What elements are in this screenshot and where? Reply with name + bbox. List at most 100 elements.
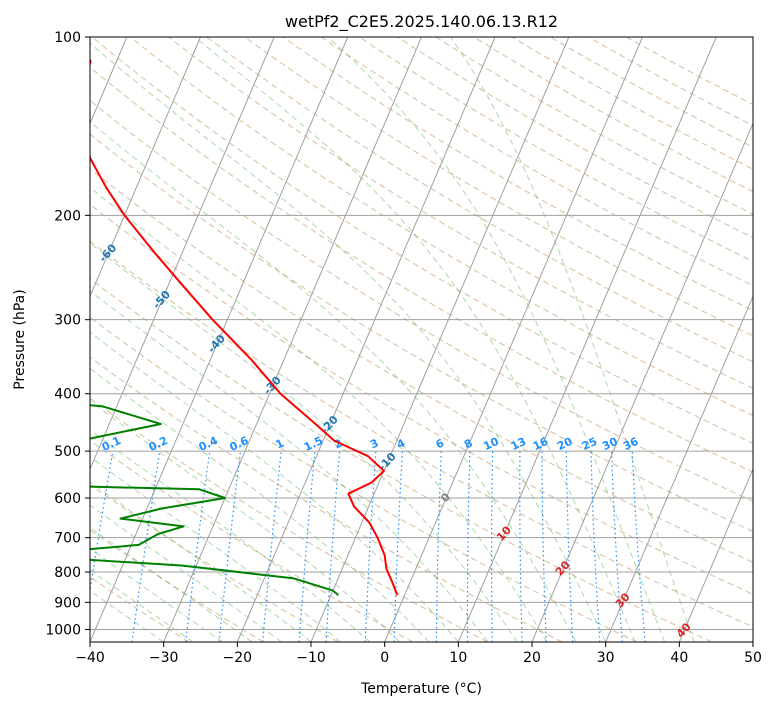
y-tick-label: 300	[54, 313, 81, 329]
dry-adiabat	[90, 576, 190, 642]
isotherm-gridline	[236, 37, 496, 642]
mixing-ratio-line	[631, 451, 646, 642]
mixing-ratio-line	[466, 451, 471, 642]
moist-adiabat	[90, 400, 400, 642]
moist-adiabat	[327, 37, 666, 642]
moist-adiabat	[90, 290, 489, 642]
moist-adiabat	[90, 42, 607, 642]
mixing-ratio-label: 4	[395, 436, 408, 451]
dry-adiabat	[90, 203, 753, 595]
y-tick-label: 600	[54, 491, 81, 507]
moist-adiabat	[90, 331, 459, 642]
isotherm-label: 0	[438, 490, 453, 505]
dry-adiabat	[90, 277, 712, 642]
dry-adiabat	[90, 66, 753, 473]
isotherm-gridline	[90, 37, 349, 642]
mixing-ratio-label: 13	[509, 435, 528, 453]
x-tick-label: 0	[380, 650, 389, 666]
dry-adiabat	[90, 133, 753, 533]
mixing-ratio-line	[490, 451, 494, 642]
moist-adiabat	[90, 526, 253, 642]
isotherm-gridline	[752, 640, 753, 642]
mixing-ratio-line	[298, 451, 316, 642]
isotherm-label: -40	[205, 332, 228, 356]
dewpoint-profile	[90, 404, 340, 596]
x-tick-label: −10	[296, 650, 326, 666]
dry-adiabat	[282, 37, 753, 312]
mixing-ratio-line	[590, 451, 601, 642]
y-tick-label: 400	[54, 387, 81, 403]
dry-adiabat	[91, 37, 753, 445]
moist-adiabat	[194, 37, 636, 642]
isotherm-label: 40	[674, 620, 694, 640]
mixing-ratio-label: 36	[621, 435, 641, 453]
isotherm-gridline	[457, 37, 717, 642]
y-tick-label: 1000	[45, 622, 81, 638]
isotherm-gridline	[90, 37, 275, 471]
isotherm-gridline	[678, 467, 753, 642]
x-tick-label: 50	[744, 650, 762, 666]
mixing-ratio-lines	[90, 450, 646, 642]
dry-adiabat	[130, 37, 753, 417]
x-tick-label: 40	[670, 650, 688, 666]
y-tick-label: 800	[54, 565, 81, 581]
y-tick-label: 200	[54, 208, 81, 224]
isotherm-gridline	[531, 122, 753, 642]
moist-adiabat	[90, 504, 282, 642]
x-tick-label: −30	[149, 650, 179, 666]
y-tick-label: 700	[54, 531, 81, 547]
x-axis: −40 −30 −20 −10 0 10 20 30 40 50	[75, 642, 762, 666]
isotherm-label: -20	[318, 413, 341, 437]
dry-adiabat	[244, 37, 753, 337]
dry-adiabat	[90, 483, 339, 642]
isotherm-gridline	[310, 37, 570, 642]
dry-adiabats	[90, 37, 753, 642]
mixing-ratio-label: 1	[273, 436, 285, 451]
y-axis: 100 200 300 400 500 600 700 800 900 1000	[45, 30, 90, 638]
mixing-ratio-line	[565, 451, 574, 642]
temperature-profile	[90, 57, 399, 596]
isotherm-gridline	[605, 295, 753, 642]
x-tick-label: 20	[523, 650, 541, 666]
x-axis-title: Temperature (°C)	[360, 681, 482, 697]
dry-adiabat	[90, 356, 563, 642]
moist-adiabat	[90, 548, 223, 642]
moist-adiabats	[90, 37, 695, 642]
mixing-ratio-line	[325, 451, 341, 642]
dry-adiabat	[168, 37, 753, 390]
dry-adiabat	[359, 37, 753, 263]
gridlines	[90, 37, 753, 642]
mixing-ratio-line	[262, 451, 282, 642]
mixing-ratio-line	[218, 451, 242, 642]
y-tick-label: 100	[54, 30, 81, 46]
moist-adiabat	[90, 429, 371, 642]
plot-area: -100-90-80-70-60-50-40-30-20-10010203040…	[0, 37, 753, 642]
chart-title: wetPf2_C2E5.2025.140.06.13.R12	[285, 12, 558, 32]
isotherm-gridline	[163, 37, 422, 642]
x-tick-label: 10	[449, 650, 467, 666]
mixing-ratio-label: 10	[481, 435, 501, 453]
dry-adiabat	[511, 37, 753, 170]
dry-adiabat	[206, 37, 753, 363]
mixing-ratio-label: 3	[368, 436, 380, 451]
moist-adiabat	[90, 569, 194, 642]
y-axis-title: Pressure (hPa)	[12, 289, 28, 389]
x-tick-label: −40	[75, 650, 105, 666]
plot-frame	[89, 36, 754, 643]
isotherm-gridline	[90, 37, 201, 298]
isotherm-label: -80	[0, 154, 10, 178]
dry-adiabat	[90, 168, 753, 564]
mixing-ratio-label: 20	[555, 435, 575, 453]
isotherm-label: -50	[150, 288, 173, 312]
moist-adiabat	[90, 589, 164, 642]
isotherm-label: 20	[553, 558, 573, 578]
mixing-ratio-label: 25	[580, 435, 599, 453]
dry-adiabat	[90, 397, 488, 642]
isotherm-gridline	[384, 37, 643, 642]
mixing-ratio-line	[541, 451, 547, 642]
mixing-ratio-label: 30	[600, 435, 620, 453]
moist-adiabat	[90, 186, 548, 642]
x-tick-label: 30	[597, 650, 615, 666]
mixing-ratio-line	[435, 451, 442, 642]
